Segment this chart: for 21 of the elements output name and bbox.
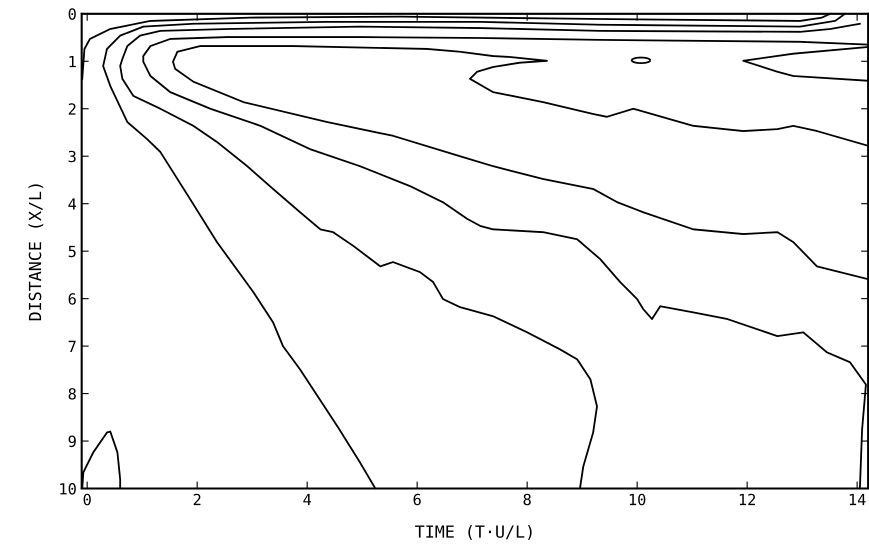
y-tick-label: 4 bbox=[68, 198, 76, 210]
y-tick-label: 7 bbox=[68, 340, 76, 352]
x-tick-label: 6 bbox=[414, 494, 421, 506]
y-tick-label: 8 bbox=[68, 388, 76, 400]
y-tick-label: 0 bbox=[68, 8, 76, 20]
y-axis-title: DISTANCE (X/L) bbox=[28, 184, 44, 320]
x-tick-label: 14 bbox=[850, 494, 866, 506]
y-tick-label: 10 bbox=[60, 483, 76, 495]
y-tick-label: 2 bbox=[68, 103, 76, 115]
x-tick-label: 0 bbox=[84, 494, 91, 506]
y-tick-label: 5 bbox=[68, 246, 76, 258]
y-tick-label: 6 bbox=[68, 293, 76, 305]
x-tick-label: 10 bbox=[630, 494, 646, 506]
x-tick-label: 8 bbox=[524, 494, 531, 506]
y-tick-label: 9 bbox=[68, 436, 76, 448]
y-tick-label: 1 bbox=[69, 56, 76, 68]
y-tick-label: 3 bbox=[68, 150, 76, 162]
x-axis-title: TIME (T·U/L) bbox=[415, 525, 532, 540]
x-tick-label: 12 bbox=[740, 494, 756, 506]
x-tick-label: 2 bbox=[194, 494, 200, 506]
x-tick-label: 4 bbox=[303, 494, 312, 506]
